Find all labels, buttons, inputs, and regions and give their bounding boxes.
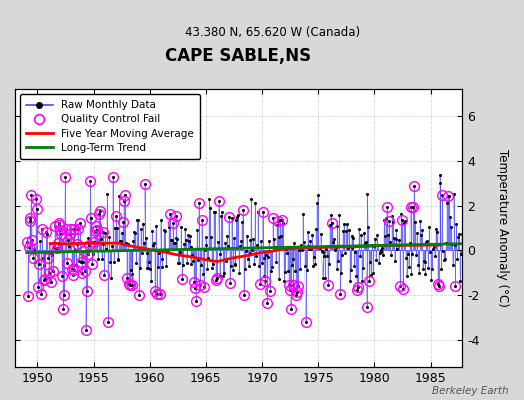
Title: CAPE SABLE,NS: CAPE SABLE,NS [166,47,312,65]
Y-axis label: Temperature Anomaly (°C): Temperature Anomaly (°C) [496,149,509,307]
Text: 43.380 N, 65.620 W (Canada): 43.380 N, 65.620 W (Canada) [185,26,360,39]
Text: Berkeley Earth: Berkeley Earth [432,386,508,396]
Legend: Raw Monthly Data, Quality Control Fail, Five Year Moving Average, Long-Term Tren: Raw Monthly Data, Quality Control Fail, … [20,94,200,159]
